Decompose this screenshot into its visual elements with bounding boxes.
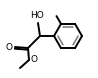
Text: HO: HO (30, 11, 44, 20)
Text: O: O (31, 56, 38, 65)
Text: O: O (5, 43, 12, 51)
